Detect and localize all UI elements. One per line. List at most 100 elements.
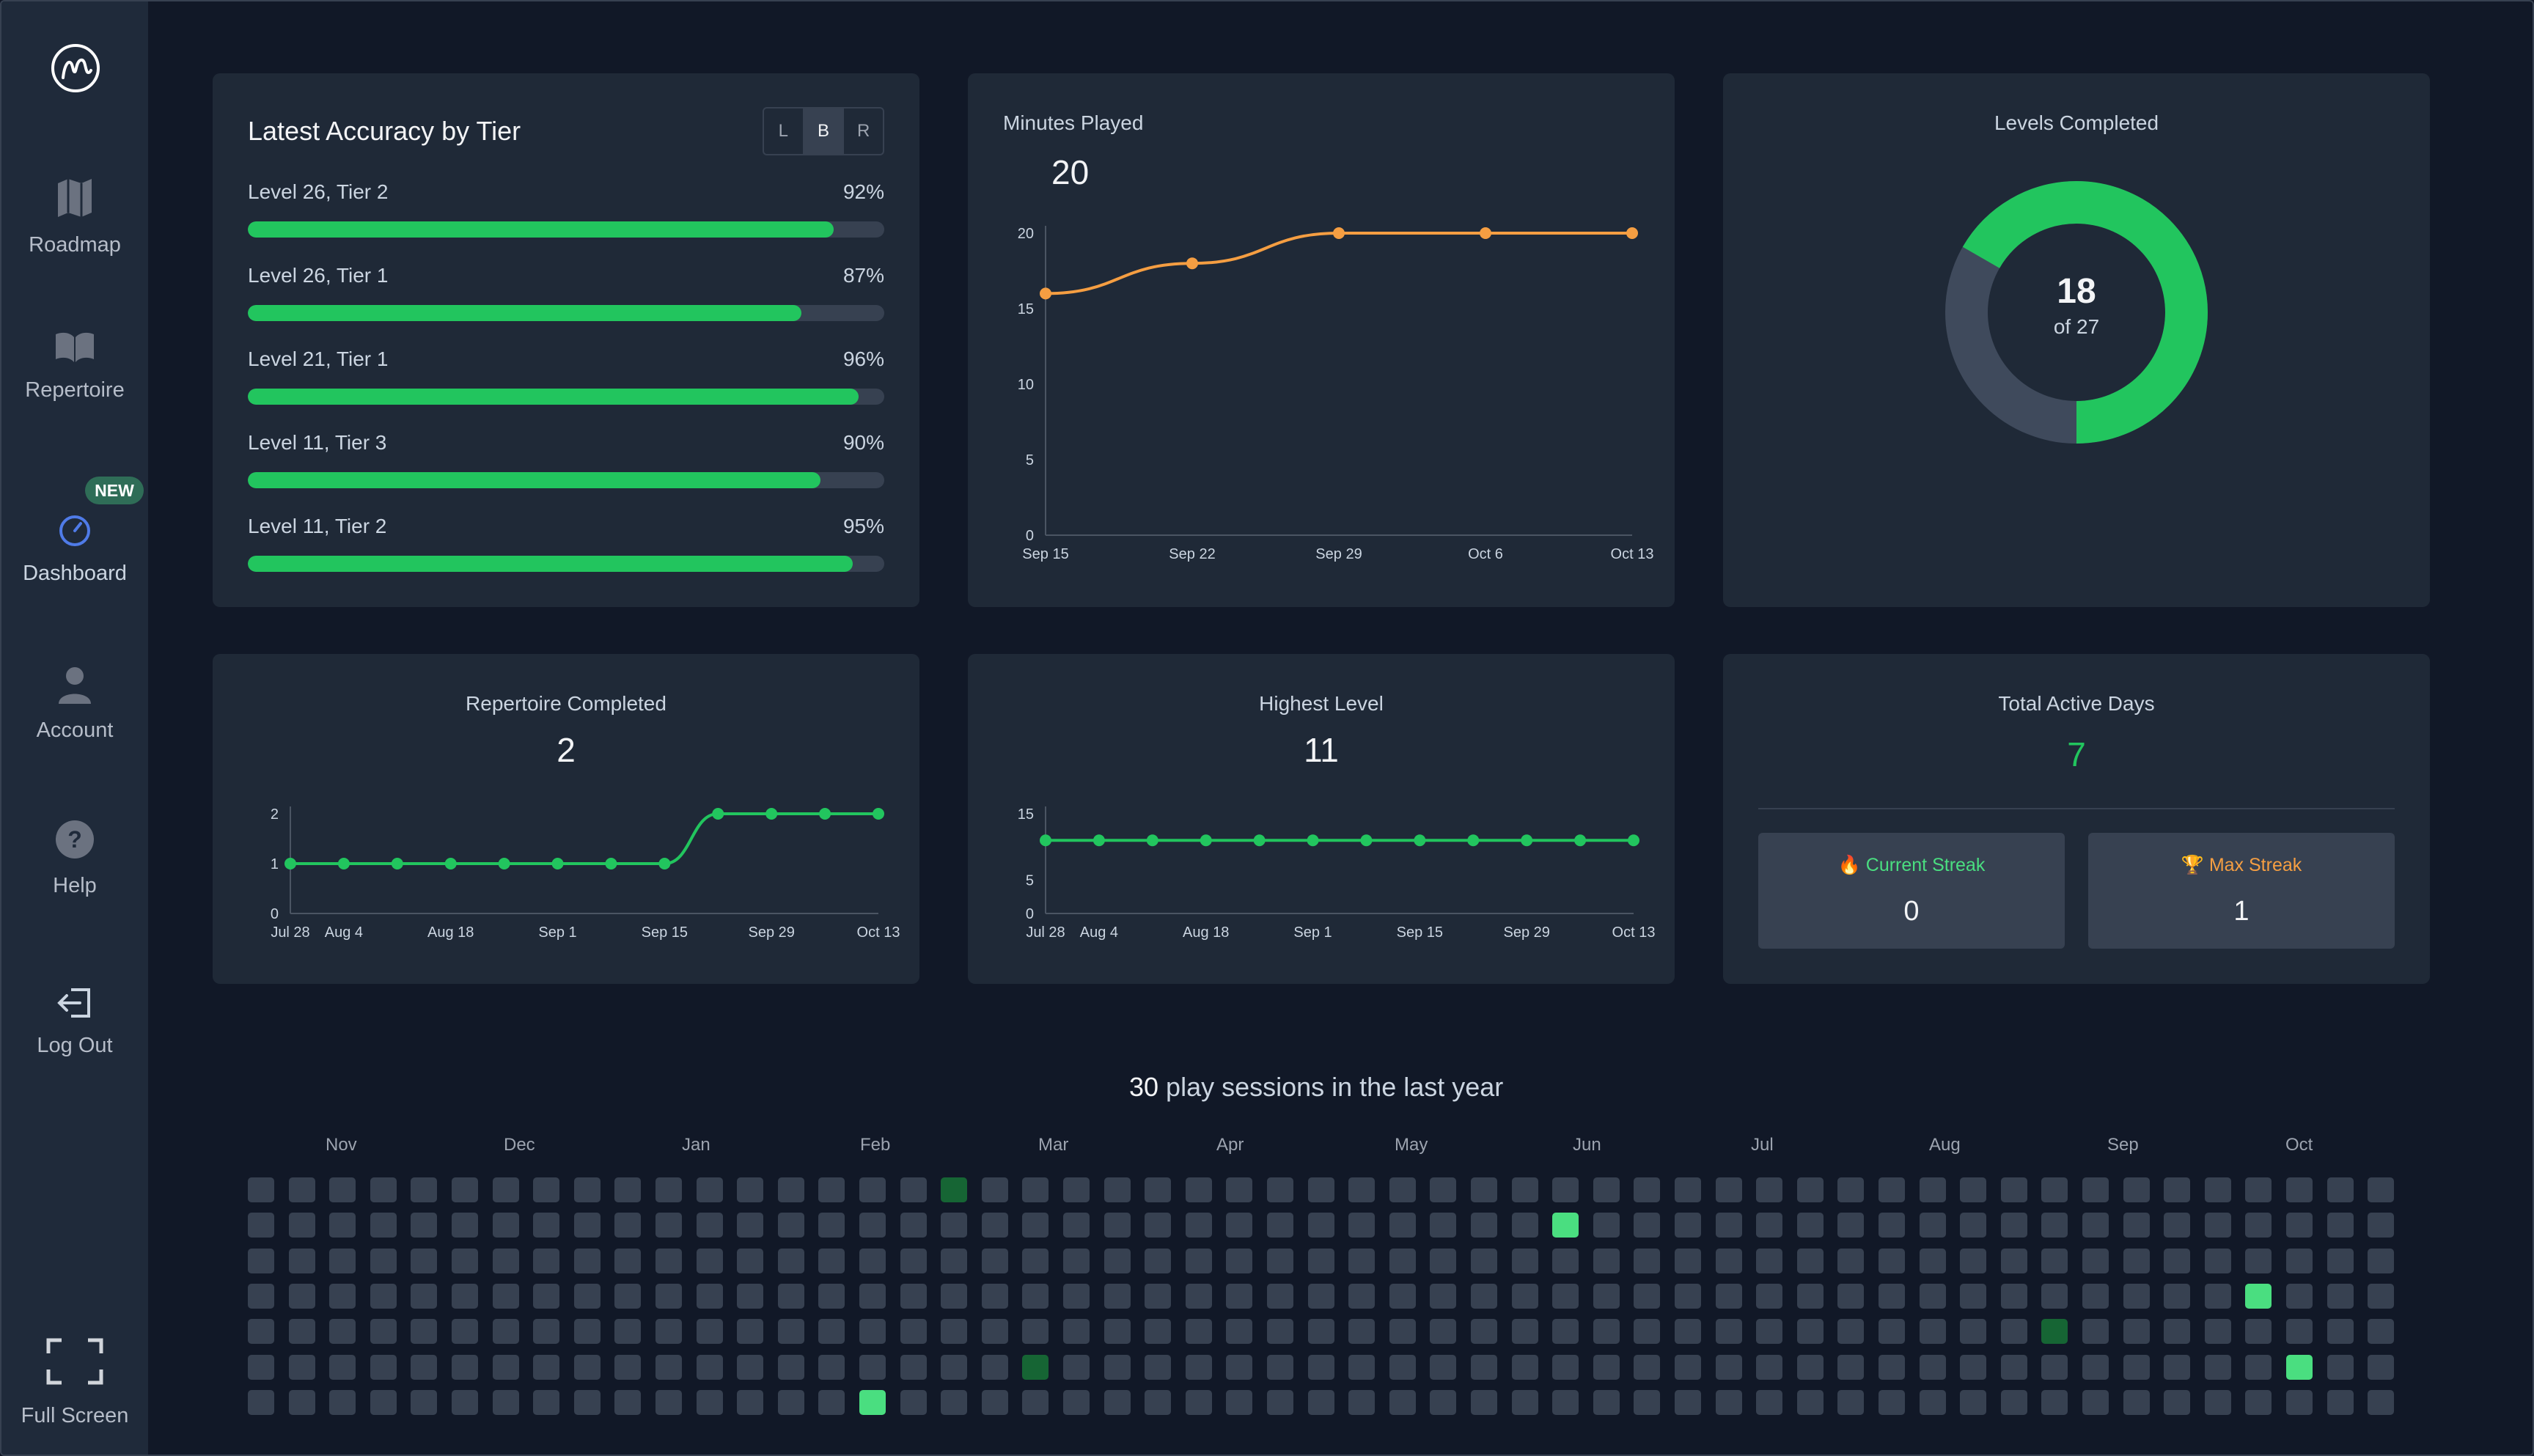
heatmap-cell[interactable] [941, 1354, 968, 1380]
heatmap-cell[interactable] [1103, 1319, 1131, 1345]
heatmap-cell[interactable] [1267, 1213, 1293, 1238]
heatmap-cell[interactable] [1919, 1213, 1946, 1238]
heatmap-cell[interactable] [1226, 1319, 1253, 1345]
heatmap-cell[interactable] [981, 1248, 1008, 1273]
heatmap-cell[interactable] [1756, 1177, 1783, 1202]
heatmap-cell[interactable] [655, 1177, 682, 1202]
heatmap-cell[interactable] [411, 1248, 438, 1273]
heatmap-cell[interactable] [1715, 1177, 1742, 1202]
heatmap-cell[interactable] [737, 1283, 764, 1309]
heatmap-cell[interactable] [1226, 1213, 1253, 1238]
heatmap-cell[interactable] [1022, 1319, 1049, 1345]
heatmap-cell[interactable] [1796, 1319, 1824, 1345]
heatmap-cell[interactable] [573, 1319, 601, 1345]
heatmap-cell[interactable] [533, 1319, 560, 1345]
heatmap-cell[interactable] [1145, 1283, 1172, 1309]
heatmap-cell[interactable] [288, 1283, 315, 1309]
heatmap-cell[interactable] [1593, 1389, 1620, 1415]
heatmap-cell[interactable] [2204, 1177, 2231, 1202]
heatmap-cell[interactable] [1756, 1354, 1783, 1380]
heatmap-cell[interactable] [696, 1354, 723, 1380]
heatmap-cell[interactable] [859, 1354, 886, 1380]
heatmap-cell[interactable] [2286, 1354, 2313, 1380]
heatmap-cell[interactable] [1389, 1248, 1416, 1273]
heatmap-cell[interactable] [2286, 1177, 2313, 1202]
heatmap-cell[interactable] [370, 1354, 397, 1380]
heatmap-cell[interactable] [1552, 1354, 1579, 1380]
heatmap-cell[interactable] [248, 1354, 274, 1380]
heatmap-cell[interactable] [2164, 1283, 2191, 1309]
heatmap-cell[interactable] [1919, 1177, 1946, 1202]
heatmap-cell[interactable] [1185, 1283, 1212, 1309]
heatmap-cell[interactable] [2204, 1213, 2231, 1238]
heatmap-cell[interactable] [1471, 1389, 1497, 1415]
heatmap-cell[interactable] [1267, 1354, 1293, 1380]
heatmap-cell[interactable] [1960, 1319, 1987, 1345]
heatmap-cell[interactable] [573, 1354, 601, 1380]
heatmap-cell[interactable] [1879, 1248, 1905, 1273]
heatmap-cell[interactable] [1022, 1213, 1049, 1238]
heatmap-cell[interactable] [696, 1213, 723, 1238]
heatmap-cell[interactable] [900, 1177, 927, 1202]
heatmap-cell[interactable] [1063, 1319, 1090, 1345]
heatmap-cell[interactable] [900, 1248, 927, 1273]
heatmap-cell[interactable] [777, 1177, 804, 1202]
heatmap-cell[interactable] [2041, 1319, 2068, 1345]
heatmap-cell[interactable] [2245, 1354, 2272, 1380]
heatmap-cell[interactable] [452, 1319, 478, 1345]
heatmap-cell[interactable] [1348, 1213, 1376, 1238]
heatmap-cell[interactable] [1756, 1248, 1783, 1273]
heatmap-cell[interactable] [329, 1213, 356, 1238]
heatmap-cell[interactable] [1960, 1354, 1987, 1380]
heatmap-cell[interactable] [900, 1319, 927, 1345]
heatmap-cell[interactable] [1430, 1319, 1457, 1345]
heatmap-cell[interactable] [452, 1389, 478, 1415]
heatmap-cell[interactable] [655, 1248, 682, 1273]
heatmap-cell[interactable] [411, 1389, 438, 1415]
heatmap-cell[interactable] [1022, 1248, 1049, 1273]
heatmap-cell[interactable] [2326, 1389, 2354, 1415]
heatmap-cell[interactable] [614, 1177, 642, 1202]
heatmap-cell[interactable] [2082, 1319, 2109, 1345]
heatmap-cell[interactable] [1063, 1248, 1090, 1273]
heatmap-cell[interactable] [2164, 1248, 2191, 1273]
heatmap-cell[interactable] [1307, 1248, 1334, 1273]
heatmap-cell[interactable] [1675, 1213, 1701, 1238]
heatmap-cell[interactable] [981, 1354, 1008, 1380]
heatmap-cell[interactable] [492, 1248, 519, 1273]
heatmap-cell[interactable] [1430, 1248, 1457, 1273]
heatmap-cell[interactable] [1552, 1389, 1579, 1415]
heatmap-cell[interactable] [1103, 1177, 1131, 1202]
heatmap-cell[interactable] [941, 1213, 968, 1238]
heatmap-cell[interactable] [818, 1283, 845, 1309]
sidebar-item-help[interactable]: ? Help [1, 820, 148, 898]
heatmap-cell[interactable] [533, 1177, 560, 1202]
heatmap-cell[interactable] [452, 1177, 478, 1202]
heatmap-cell[interactable] [1348, 1248, 1376, 1273]
heatmap-cell[interactable] [1348, 1177, 1376, 1202]
heatmap-cell[interactable] [2245, 1213, 2272, 1238]
heatmap-cell[interactable] [1471, 1177, 1497, 1202]
heatmap-cell[interactable] [288, 1177, 315, 1202]
app-logo[interactable] [50, 43, 101, 94]
heatmap-cell[interactable] [1837, 1319, 1865, 1345]
heatmap-cell[interactable] [1919, 1389, 1946, 1415]
heatmap-cell[interactable] [1430, 1389, 1457, 1415]
heatmap-cell[interactable] [1715, 1283, 1742, 1309]
heatmap-cell[interactable] [1307, 1354, 1334, 1380]
heatmap-cell[interactable] [2082, 1213, 2109, 1238]
heatmap-cell[interactable] [1837, 1248, 1865, 1273]
heatmap-cell[interactable] [2000, 1177, 2027, 1202]
heatmap-cell[interactable] [1593, 1354, 1620, 1380]
heatmap-cell[interactable] [2000, 1248, 2027, 1273]
heatmap-cell[interactable] [1756, 1389, 1783, 1415]
heatmap-cell[interactable] [248, 1177, 274, 1202]
heatmap-cell[interactable] [1796, 1354, 1824, 1380]
heatmap-cell[interactable] [2204, 1319, 2231, 1345]
heatmap-cell[interactable] [370, 1389, 397, 1415]
heatmap-cell[interactable] [2164, 1354, 2191, 1380]
heatmap-cell[interactable] [2286, 1248, 2313, 1273]
heatmap-cell[interactable] [2368, 1213, 2395, 1238]
heatmap-cell[interactable] [492, 1177, 519, 1202]
heatmap-cell[interactable] [1675, 1389, 1701, 1415]
